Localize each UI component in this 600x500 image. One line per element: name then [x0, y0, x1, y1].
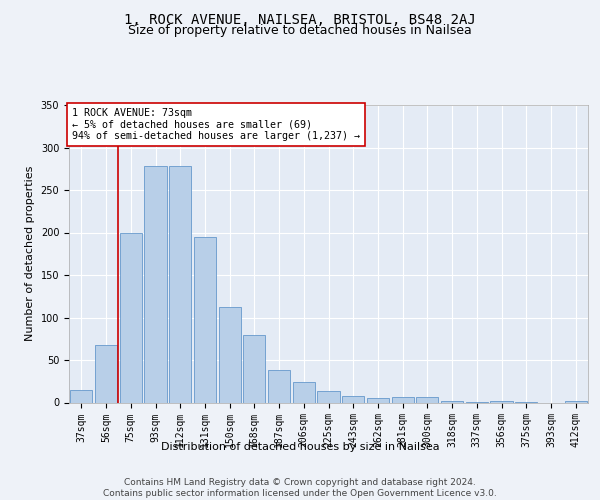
Bar [342, 396, 364, 402]
Bar [218, 308, 241, 402]
Bar [194, 237, 216, 402]
Text: Size of property relative to detached houses in Nailsea: Size of property relative to detached ho… [128, 24, 472, 37]
Bar [95, 344, 117, 403]
Text: 1 ROCK AVENUE: 73sqm
← 5% of detached houses are smaller (69)
94% of semi-detach: 1 ROCK AVENUE: 73sqm ← 5% of detached ho… [71, 108, 359, 141]
Bar [243, 336, 265, 402]
Bar [169, 166, 191, 402]
Bar [565, 401, 587, 402]
Bar [119, 232, 142, 402]
Bar [392, 398, 414, 402]
Bar [490, 401, 512, 402]
Text: Contains HM Land Registry data © Crown copyright and database right 2024.
Contai: Contains HM Land Registry data © Crown c… [103, 478, 497, 498]
Text: Distribution of detached houses by size in Nailsea: Distribution of detached houses by size … [161, 442, 439, 452]
Bar [317, 392, 340, 402]
Bar [416, 398, 439, 402]
Bar [268, 370, 290, 402]
Bar [145, 166, 167, 402]
Bar [441, 401, 463, 402]
Bar [70, 390, 92, 402]
Y-axis label: Number of detached properties: Number of detached properties [25, 166, 35, 342]
Bar [293, 382, 315, 402]
Text: 1, ROCK AVENUE, NAILSEA, BRISTOL, BS48 2AJ: 1, ROCK AVENUE, NAILSEA, BRISTOL, BS48 2… [124, 12, 476, 26]
Bar [367, 398, 389, 402]
